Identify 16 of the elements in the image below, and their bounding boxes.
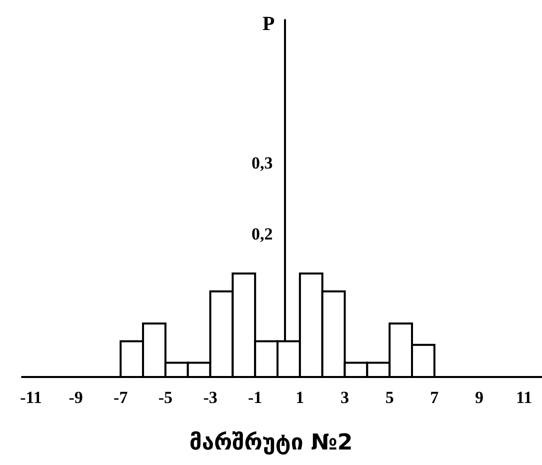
x-tick-label: 9 [474,388,484,407]
y-axis-title: P [262,13,275,35]
x-tick-label: -11 [20,388,42,407]
x-tick-label: 7 [430,388,440,407]
text: მარშრუტი №2 [189,430,353,456]
y-tick-label: 0,2 [252,224,273,244]
x-tick-label: -7 [114,388,128,407]
x-tick-label: -9 [68,388,83,407]
x-tick-label: 3 [340,388,350,407]
y-tick-label: 0,3 [252,153,273,172]
x-tick-label: -3 [203,388,218,407]
x-tick-label: 5 [385,388,394,407]
x-tick-label: -5 [158,388,173,407]
x-tick-label: 11 [516,388,532,407]
x-tick-label: -1 [248,388,262,407]
x-tick-label: 1 [296,388,304,407]
